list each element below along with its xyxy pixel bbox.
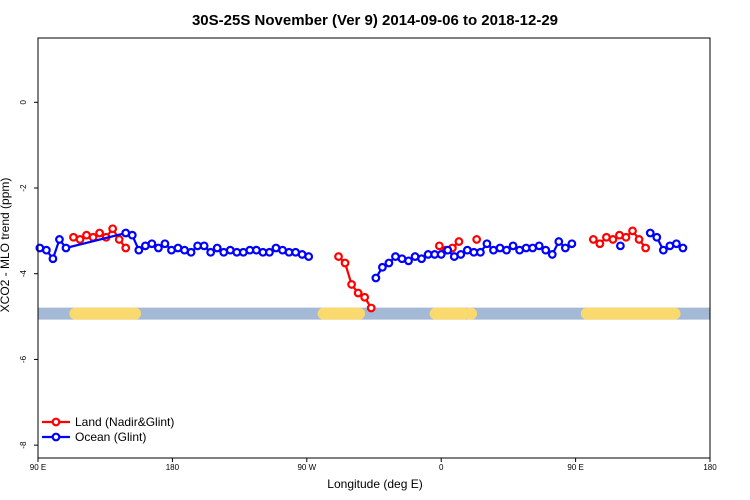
data-point — [353, 288, 363, 298]
y-axis-label: XCO2 - MLO trend (ppm) — [0, 178, 12, 313]
data-point — [347, 280, 357, 289]
data-point — [114, 235, 124, 244]
y-tick-label: -6 — [19, 355, 28, 363]
data-point — [75, 235, 85, 244]
x-tick-label: 180 — [166, 463, 180, 472]
data-point — [472, 235, 482, 244]
data-point — [378, 262, 387, 272]
y-tick-label: -2 — [19, 184, 28, 192]
x-axis: 90 E 180 90 W 0 90 E 180 — [30, 458, 717, 472]
data-point — [147, 239, 157, 249]
data-point — [366, 303, 376, 313]
data-point — [588, 235, 598, 244]
data-point — [456, 250, 466, 259]
data-point — [199, 241, 209, 251]
data-point — [443, 245, 453, 255]
x-tick-label: 90 E — [567, 463, 583, 472]
x-tick-label: 90 W — [297, 463, 316, 472]
data-point — [554, 237, 564, 246]
data-point — [608, 235, 618, 244]
data-point — [121, 243, 131, 253]
data-point — [108, 224, 118, 234]
data-point — [265, 247, 274, 257]
data-point — [384, 258, 394, 268]
legend: Land (Nadir&Glint)Ocean (Glint) — [42, 415, 174, 444]
data-point — [212, 243, 222, 253]
data-point — [628, 226, 637, 236]
data-point — [55, 235, 64, 244]
data-point — [547, 250, 557, 259]
legend-label: Ocean (Glint) — [75, 430, 146, 444]
data-point — [634, 235, 644, 244]
y-tick-label: -8 — [19, 441, 28, 449]
data-point — [508, 241, 518, 251]
data-point — [434, 241, 444, 251]
data-point — [658, 245, 668, 255]
x-tick-label: 90 E — [30, 463, 46, 472]
y-tick-label: -4 — [19, 270, 28, 278]
y-tick-label: 0 — [19, 100, 28, 105]
series-ocean — [35, 228, 688, 283]
data-point — [61, 243, 71, 253]
series-land — [69, 224, 650, 313]
data-point — [641, 243, 650, 253]
data-point — [417, 254, 427, 264]
data-point — [541, 245, 551, 255]
data-point — [621, 232, 631, 242]
data-point — [334, 252, 343, 261]
x-axis-label: Longitude (deg E) — [327, 477, 422, 491]
plot-frame — [37, 37, 711, 459]
data-point — [534, 241, 544, 251]
x-tick-label: 0 — [439, 463, 444, 472]
data-point — [371, 273, 381, 283]
data-point — [404, 256, 413, 266]
data-point — [502, 245, 511, 255]
data-point — [454, 237, 464, 246]
series-layer — [35, 224, 688, 313]
data-point — [304, 252, 314, 261]
data-point — [160, 239, 170, 249]
data-point — [360, 292, 370, 302]
y-axis: 0 -2 -4 -6 -8 — [19, 100, 38, 449]
data-point — [134, 245, 144, 255]
data-point — [153, 243, 163, 253]
data-point — [48, 254, 58, 264]
data-point — [186, 247, 196, 257]
data-point — [678, 243, 688, 253]
data-point — [476, 247, 485, 257]
x-tick-label: 180 — [703, 463, 717, 472]
data-point — [42, 245, 51, 255]
legend-label: Land (Nadir&Glint) — [75, 415, 174, 429]
legend-marker — [51, 432, 61, 442]
legend-marker — [51, 417, 61, 427]
data-point — [95, 228, 104, 238]
data-point — [206, 247, 216, 257]
data-point — [645, 228, 655, 238]
data-point — [436, 250, 446, 259]
chart-title: 30S-25S November (Ver 9) 2014-09-06 to 2… — [192, 12, 558, 29]
data-point — [567, 239, 577, 249]
data-point — [616, 241, 625, 251]
data-point — [595, 239, 605, 249]
data-point — [560, 243, 570, 253]
data-point — [340, 258, 350, 268]
data-point — [482, 239, 492, 249]
data-point — [672, 239, 681, 249]
data-point — [127, 230, 137, 240]
data-point — [652, 232, 662, 242]
